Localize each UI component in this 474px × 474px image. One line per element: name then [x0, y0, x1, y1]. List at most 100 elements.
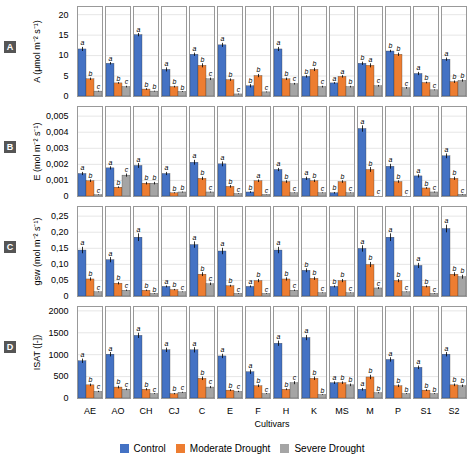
- svg-text:b: b: [229, 178, 233, 185]
- svg-text:a: a: [305, 169, 309, 176]
- svg-text:a: a: [417, 64, 421, 71]
- svg-text:a: a: [81, 351, 85, 358]
- svg-text:c: c: [209, 378, 213, 385]
- svg-text:1500: 1500: [48, 328, 68, 338]
- svg-text:b: b: [453, 73, 457, 80]
- svg-text:b: b: [461, 377, 465, 384]
- svg-text:b: b: [313, 172, 317, 179]
- svg-text:c: c: [433, 286, 437, 293]
- svg-text:c: c: [321, 185, 325, 192]
- svg-text:b: b: [405, 386, 409, 393]
- svg-text:a: a: [277, 239, 281, 246]
- svg-text:a: a: [257, 172, 261, 179]
- svg-text:b: b: [313, 269, 317, 276]
- svg-text:c: c: [125, 78, 129, 85]
- svg-text:a: a: [221, 346, 225, 353]
- svg-text:c: c: [433, 82, 437, 89]
- svg-text:0,15: 0,15: [51, 243, 69, 253]
- svg-text:E (mol m⁻² s⁻¹): E (mol m⁻² s⁻¹): [32, 123, 42, 181]
- svg-text:c: c: [237, 383, 241, 390]
- svg-text:15: 15: [58, 30, 68, 40]
- svg-text:b: b: [425, 74, 429, 81]
- svg-text:Cultivars: Cultivars: [254, 419, 290, 429]
- svg-text:b: b: [321, 387, 325, 394]
- svg-text:a: a: [81, 39, 85, 46]
- svg-text:c: c: [97, 383, 101, 390]
- svg-text:b: b: [249, 184, 253, 191]
- svg-text:b: b: [305, 68, 309, 75]
- svg-text:c: c: [293, 75, 297, 82]
- svg-text:0,005: 0,005: [46, 111, 69, 121]
- svg-text:b: b: [201, 56, 205, 63]
- svg-text:a: a: [221, 35, 225, 42]
- svg-text:b: b: [349, 376, 353, 383]
- svg-text:c: c: [321, 285, 325, 292]
- svg-text:c: c: [153, 386, 157, 393]
- svg-text:b: b: [285, 381, 289, 388]
- svg-text:a: a: [417, 167, 421, 174]
- svg-text:b: b: [117, 274, 121, 281]
- svg-text:b: b: [397, 45, 401, 52]
- svg-text:a: a: [341, 68, 345, 75]
- svg-text:b: b: [397, 377, 401, 384]
- svg-text:c: c: [209, 184, 213, 191]
- svg-text:0,10: 0,10: [51, 259, 69, 269]
- svg-text:b: b: [181, 184, 185, 191]
- svg-text:a: a: [277, 39, 281, 46]
- svg-text:b: b: [369, 367, 373, 374]
- svg-text:b: b: [285, 270, 289, 277]
- svg-text:a: a: [165, 340, 169, 347]
- svg-text:c: c: [265, 286, 269, 293]
- svg-text:b: b: [453, 376, 457, 383]
- svg-text:a: a: [221, 154, 225, 161]
- svg-text:b: b: [461, 267, 465, 274]
- svg-text:E: E: [227, 406, 233, 416]
- svg-text:c: c: [377, 188, 381, 195]
- svg-text:b: b: [201, 369, 205, 376]
- svg-text:b: b: [89, 172, 93, 179]
- svg-text:c: c: [237, 286, 241, 293]
- svg-text:b: b: [453, 169, 457, 176]
- svg-text:b: b: [453, 265, 457, 272]
- svg-text:c: c: [293, 282, 297, 289]
- svg-text:c: c: [377, 77, 381, 84]
- svg-text:CH: CH: [140, 406, 153, 416]
- svg-text:a: a: [193, 152, 197, 159]
- svg-text:b: b: [117, 378, 121, 385]
- svg-text:S1: S1: [420, 406, 431, 416]
- svg-text:b: b: [173, 185, 177, 192]
- svg-text:b: b: [229, 277, 233, 284]
- svg-text:b: b: [145, 381, 149, 388]
- svg-text:a: a: [417, 255, 421, 262]
- svg-text:b: b: [173, 385, 177, 392]
- svg-text:a: a: [445, 50, 449, 57]
- svg-text:b: b: [341, 173, 345, 180]
- svg-text:a: a: [165, 60, 169, 67]
- svg-text:b: b: [201, 265, 205, 272]
- svg-text:a: a: [109, 159, 113, 166]
- svg-text:a: a: [361, 380, 365, 387]
- svg-text:b: b: [333, 278, 337, 285]
- svg-text:b: b: [145, 81, 149, 88]
- svg-text:20: 20: [58, 10, 68, 20]
- svg-text:5: 5: [63, 71, 68, 81]
- svg-text:b: b: [305, 261, 309, 268]
- svg-text:c: c: [125, 381, 129, 388]
- svg-text:b: b: [153, 174, 157, 181]
- svg-text:a: a: [417, 358, 421, 365]
- svg-text:c: c: [237, 86, 241, 93]
- svg-text:a: a: [165, 278, 169, 285]
- svg-text:c: c: [293, 185, 297, 192]
- svg-text:AE: AE: [84, 406, 96, 416]
- svg-text:a: a: [389, 156, 393, 163]
- svg-text:0: 0: [63, 393, 68, 403]
- svg-text:0: 0: [63, 291, 68, 300]
- svg-text:c: c: [433, 184, 437, 191]
- svg-text:0: 0: [63, 191, 68, 200]
- svg-text:b: b: [117, 75, 121, 82]
- svg-text:S2: S2: [448, 406, 459, 416]
- svg-text:0,004: 0,004: [46, 127, 69, 137]
- svg-text:2000: 2000: [48, 306, 68, 316]
- svg-text:c: c: [209, 275, 213, 282]
- svg-text:a: a: [193, 45, 197, 52]
